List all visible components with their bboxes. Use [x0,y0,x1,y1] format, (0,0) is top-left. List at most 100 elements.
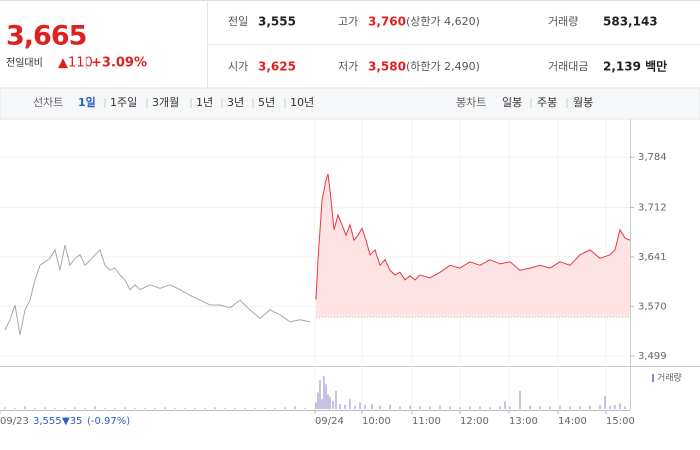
volume-bar [204,408,206,409]
volume-bar [332,400,334,409]
y-tick-label: 3,570 [638,301,667,312]
volume-bar [327,394,329,409]
stat-value: 3,555 [258,15,296,29]
x-tick-label: 12:00 [460,416,489,427]
stat-value: 2,139 백만 [603,59,667,74]
candle-tab[interactable]: 월봉 [573,96,593,109]
candle-tab[interactable]: 주봉 [537,96,557,109]
x-tick-label: 09/24 [315,416,344,427]
volume-bar [194,408,196,409]
tab-group-label: 선차트 [33,96,63,109]
volume-bar [539,406,541,409]
stat-note: (하한가 2,490) [406,59,480,73]
volume-bar [529,405,531,409]
change: ▲110 [58,56,93,71]
volume-bar [349,399,351,409]
stat-value: 3,760 [368,15,406,29]
candle-tab[interactable]: 일봉 [502,95,522,109]
volume-bar [604,395,606,409]
volume-bar [164,407,166,409]
volume-bar [34,408,36,409]
volume-bar [14,408,16,409]
volume-bar [244,408,246,409]
range-tab[interactable]: 10년 [290,96,314,109]
stat-value: 3,580 [368,60,406,74]
prev-change-pct: (-0.97%) [87,416,130,427]
stat-value: 3,625 [258,60,296,74]
volume-bar [184,408,186,409]
volume-bar [429,406,431,409]
current-price: 3,665 [6,21,86,52]
volume-bar [619,403,621,409]
range-tab[interactable]: 1년 [196,96,213,109]
volume-bar [224,408,226,409]
volume-bar [354,405,356,409]
volume-bar [559,405,561,409]
volume-bar [124,407,126,409]
volume-bar [399,406,401,409]
stat-label: 전일 [228,14,248,28]
volume-bar [439,405,441,409]
stat-label: 고가 [338,15,358,28]
volume-bar [449,406,451,409]
volume-bar [174,408,176,409]
volume-bar [614,404,616,409]
range-tab[interactable]: 1주일 [110,95,137,109]
volume-bar [114,408,116,409]
volume-bar [389,404,391,409]
volume-bar [459,407,461,409]
y-tick-label: 3,641 [638,252,667,263]
volume-bar [104,408,106,409]
volume-bar [371,404,373,409]
stat-label: 저가 [338,60,358,73]
volume-bar [335,390,337,409]
volume-bar [54,408,56,409]
volume-bar [315,402,317,409]
volume-bar [329,396,331,409]
volume-bar [254,408,256,409]
x-tick-label: 13:00 [509,416,538,427]
volume-bar [154,408,156,409]
y-tick-label: 3,712 [638,202,667,213]
volume-bar [214,407,216,409]
volume-bar [339,404,341,409]
legend-swatch [652,374,654,382]
prev-change: ▼35 [62,416,82,427]
volume-bar [499,406,501,409]
volume-bar [64,408,66,409]
y-tick-label: 3,784 [638,152,667,163]
price-line [315,173,631,300]
x-tick-label: 11:00 [412,416,441,427]
stat-label: 시가 [228,60,248,73]
volume-bar [364,404,366,409]
stat-value: 583,143 [603,15,658,29]
volume-bar [379,405,381,409]
change-label: 전일대비 [6,57,43,69]
volume-bar [284,407,286,409]
stat-label: 거래대금 [548,60,588,73]
volume-bar [519,390,521,409]
volume-bar [579,406,581,409]
volume-bar [624,406,626,409]
range-tab[interactable]: 3년 [227,96,244,109]
volume-bar [489,407,491,409]
volume-bar [323,376,325,409]
volume-bar [304,408,306,409]
range-tab[interactable]: 1일 [78,95,96,109]
change-pct: +3.09% [91,56,147,71]
range-tab[interactable]: 3개월 [152,96,179,109]
volume-bar [504,401,506,409]
range-tab[interactable]: 5년 [258,96,275,109]
volume-bar [94,406,96,409]
prev-close: 3,555 [33,416,62,427]
volume-bar [419,406,421,409]
stat-label: 거래량 [548,15,578,28]
volume-bar [589,405,591,409]
x-tick-label: 10:00 [362,416,391,427]
volume-bar [599,404,601,409]
volume-bar [44,407,46,409]
x-tick-label: 09/23 [0,416,29,427]
volume-bar [344,404,346,409]
area [316,173,630,317]
